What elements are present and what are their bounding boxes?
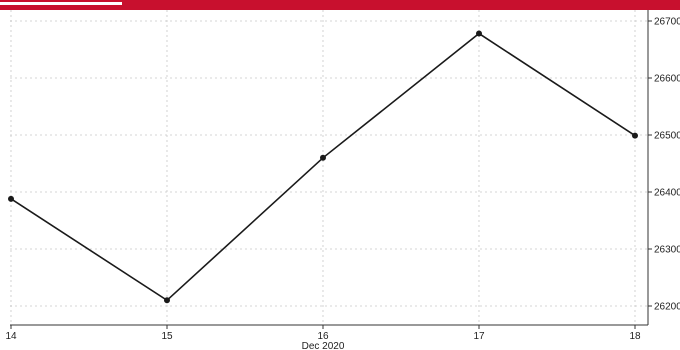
data-point: [632, 132, 638, 139]
header-banner: [0, 0, 680, 10]
y-tick-label: 26700: [654, 17, 680, 28]
axes: [10, 10, 652, 329]
data-point: [8, 195, 14, 202]
grid-lines: [10, 10, 648, 325]
x-tick-label: 14: [5, 331, 17, 342]
y-tick-label: 26200: [654, 302, 680, 313]
y-tick-label: 26300: [654, 245, 680, 256]
data-point: [476, 30, 482, 37]
data-point: [320, 154, 326, 161]
banner-accent-stripe: [0, 2, 122, 5]
x-tick-label: 18: [629, 331, 641, 342]
x-tick-label: 15: [161, 331, 173, 342]
x-tick-label: 16: [317, 331, 329, 342]
y-tick-label: 26600: [654, 74, 680, 85]
y-tick-label: 26400: [654, 188, 680, 199]
data-markers: [8, 30, 638, 304]
data-point: [164, 297, 170, 304]
x-tick-label: 17: [473, 331, 485, 342]
banner-stripe: [0, 0, 680, 10]
tick-labels: 26200 26300 26400 26500 26600 26700 14 15 16 17 18: [5, 17, 680, 343]
y-tick-label: 26500: [654, 131, 680, 142]
x-axis-title: Dec 2020: [302, 341, 345, 350]
